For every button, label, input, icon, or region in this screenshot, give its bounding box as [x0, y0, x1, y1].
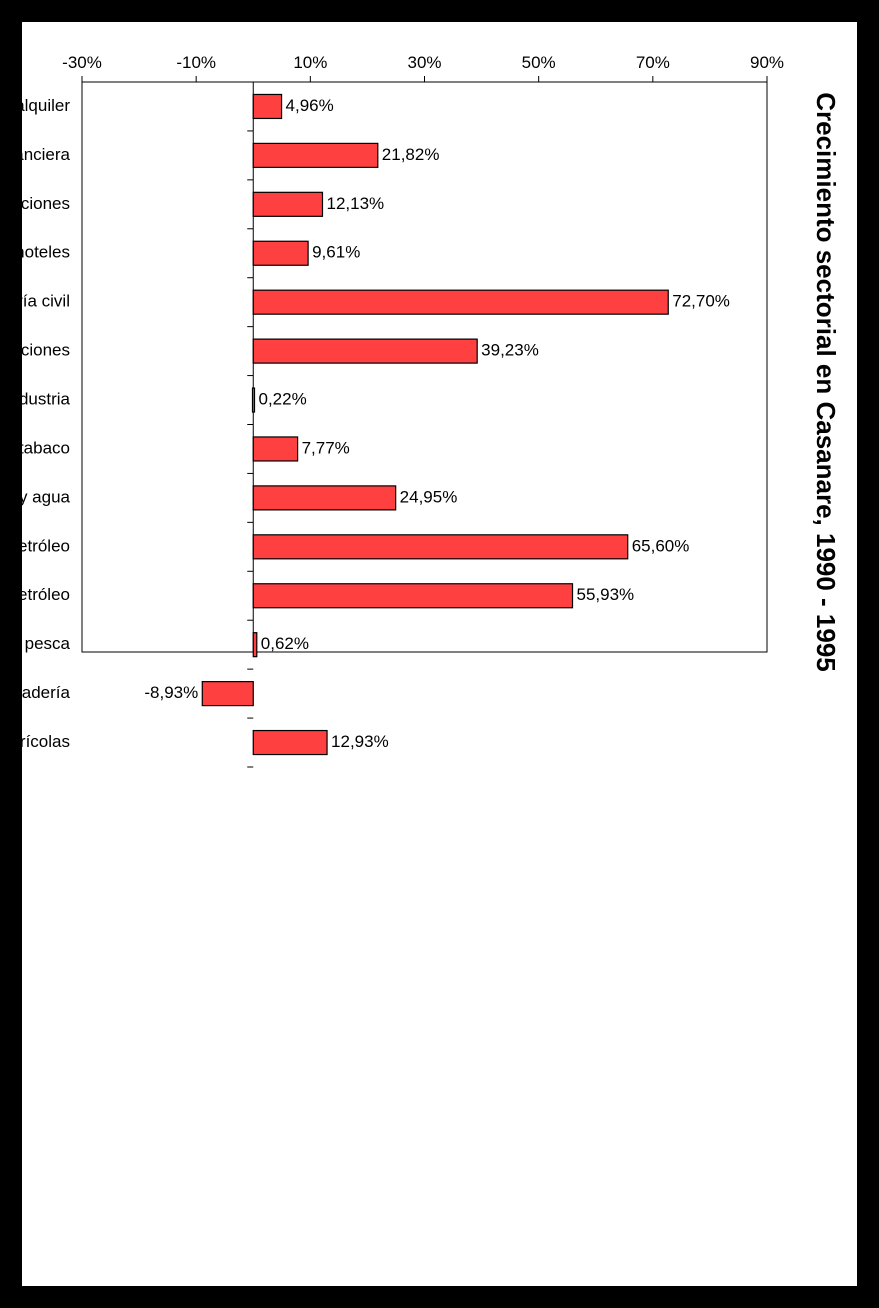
- data-label: 9,61%: [312, 243, 360, 262]
- bar: [252, 93, 283, 120]
- category-label: Alimentos bebidas y tabaco: [22, 438, 70, 457]
- bar: [251, 387, 256, 413]
- data-label: 39,23%: [481, 341, 539, 360]
- tick-layer: -30% -10% 10% 30% 50% 70% 90%: [62, 53, 784, 768]
- category-label: Inmobiliarios y serv de alquiler: [22, 96, 70, 115]
- bar: [252, 289, 669, 315]
- category-label: Silvicultura y pesca: [22, 634, 71, 653]
- category-label: Ganadería: [22, 683, 71, 702]
- bar: [252, 583, 574, 609]
- data-label: 65,60%: [632, 536, 690, 555]
- data-label: 72,70%: [672, 292, 730, 311]
- category-label: Electricidad gas y agua: [22, 487, 71, 506]
- bar: [252, 632, 258, 658]
- y-tick-label: 70%: [636, 53, 670, 72]
- chart-title: Crecimiento sectorial en Casanare, 1990 …: [811, 92, 841, 672]
- data-label: 7,77%: [302, 438, 350, 457]
- data-label: 0,62%: [261, 634, 309, 653]
- y-tick-label: 30%: [407, 53, 441, 72]
- bar: [252, 240, 309, 266]
- labels-layer: 4,96% 21,82% 12,13% 9,61% 72,70% 39,23% 0,22% 7…: [144, 96, 730, 751]
- chart-frame: Crecimiento sectorial en Casanare, 1990 …: [22, 22, 857, 1286]
- y-tick-label: 50%: [522, 53, 556, 72]
- y-tick-label: 10%: [293, 53, 327, 72]
- category-label: Resto de la industria: [22, 390, 71, 409]
- bar: [252, 142, 379, 168]
- plot-area: [81, 81, 768, 653]
- category-label: Comercio, reparación, restaurantes y hot…: [22, 243, 70, 262]
- y-tick-label: -10%: [176, 53, 216, 72]
- data-label: 21,82%: [382, 145, 440, 164]
- bar: [252, 729, 328, 756]
- category-label: Intermediación financiera: [22, 145, 71, 164]
- bar: [201, 681, 254, 707]
- chart-svg: Crecimiento sectorial en Casanare, 1990 …: [22, 53, 841, 768]
- category-label: Transporte, almacenamiento y comunicacio…: [22, 194, 70, 213]
- data-label: 0,22%: [259, 390, 307, 409]
- bar: [252, 191, 324, 217]
- data-label: 12,13%: [326, 194, 384, 213]
- bar: [252, 485, 397, 511]
- category-label: Trabajos de construcción edificaciones: [22, 341, 70, 360]
- data-label: 12,93%: [331, 732, 389, 751]
- bars-layer: [201, 93, 669, 756]
- category-label: Agrícolas: [22, 732, 70, 751]
- data-label: 24,95%: [400, 487, 458, 506]
- bar: [252, 338, 478, 364]
- category-label: Trabajos y obras de ingeniería civil: [22, 292, 70, 311]
- data-label: 4,96%: [286, 96, 334, 115]
- data-label: 55,93%: [577, 585, 635, 604]
- y-tick-label: -30%: [62, 53, 102, 72]
- bar: [252, 534, 629, 560]
- y-tick-label: 90%: [750, 53, 784, 72]
- category-label: Minería sin petróleo: [22, 536, 70, 555]
- category-labels-layer: Inmobiliarios y serv de alquiler Intermed…: [22, 96, 71, 751]
- category-label: Petróleo: [22, 585, 70, 604]
- rotated-chart-group: Crecimiento sectorial en Casanare, 1990 …: [22, 53, 841, 768]
- data-label: -8,93%: [144, 683, 198, 702]
- bar: [252, 436, 299, 462]
